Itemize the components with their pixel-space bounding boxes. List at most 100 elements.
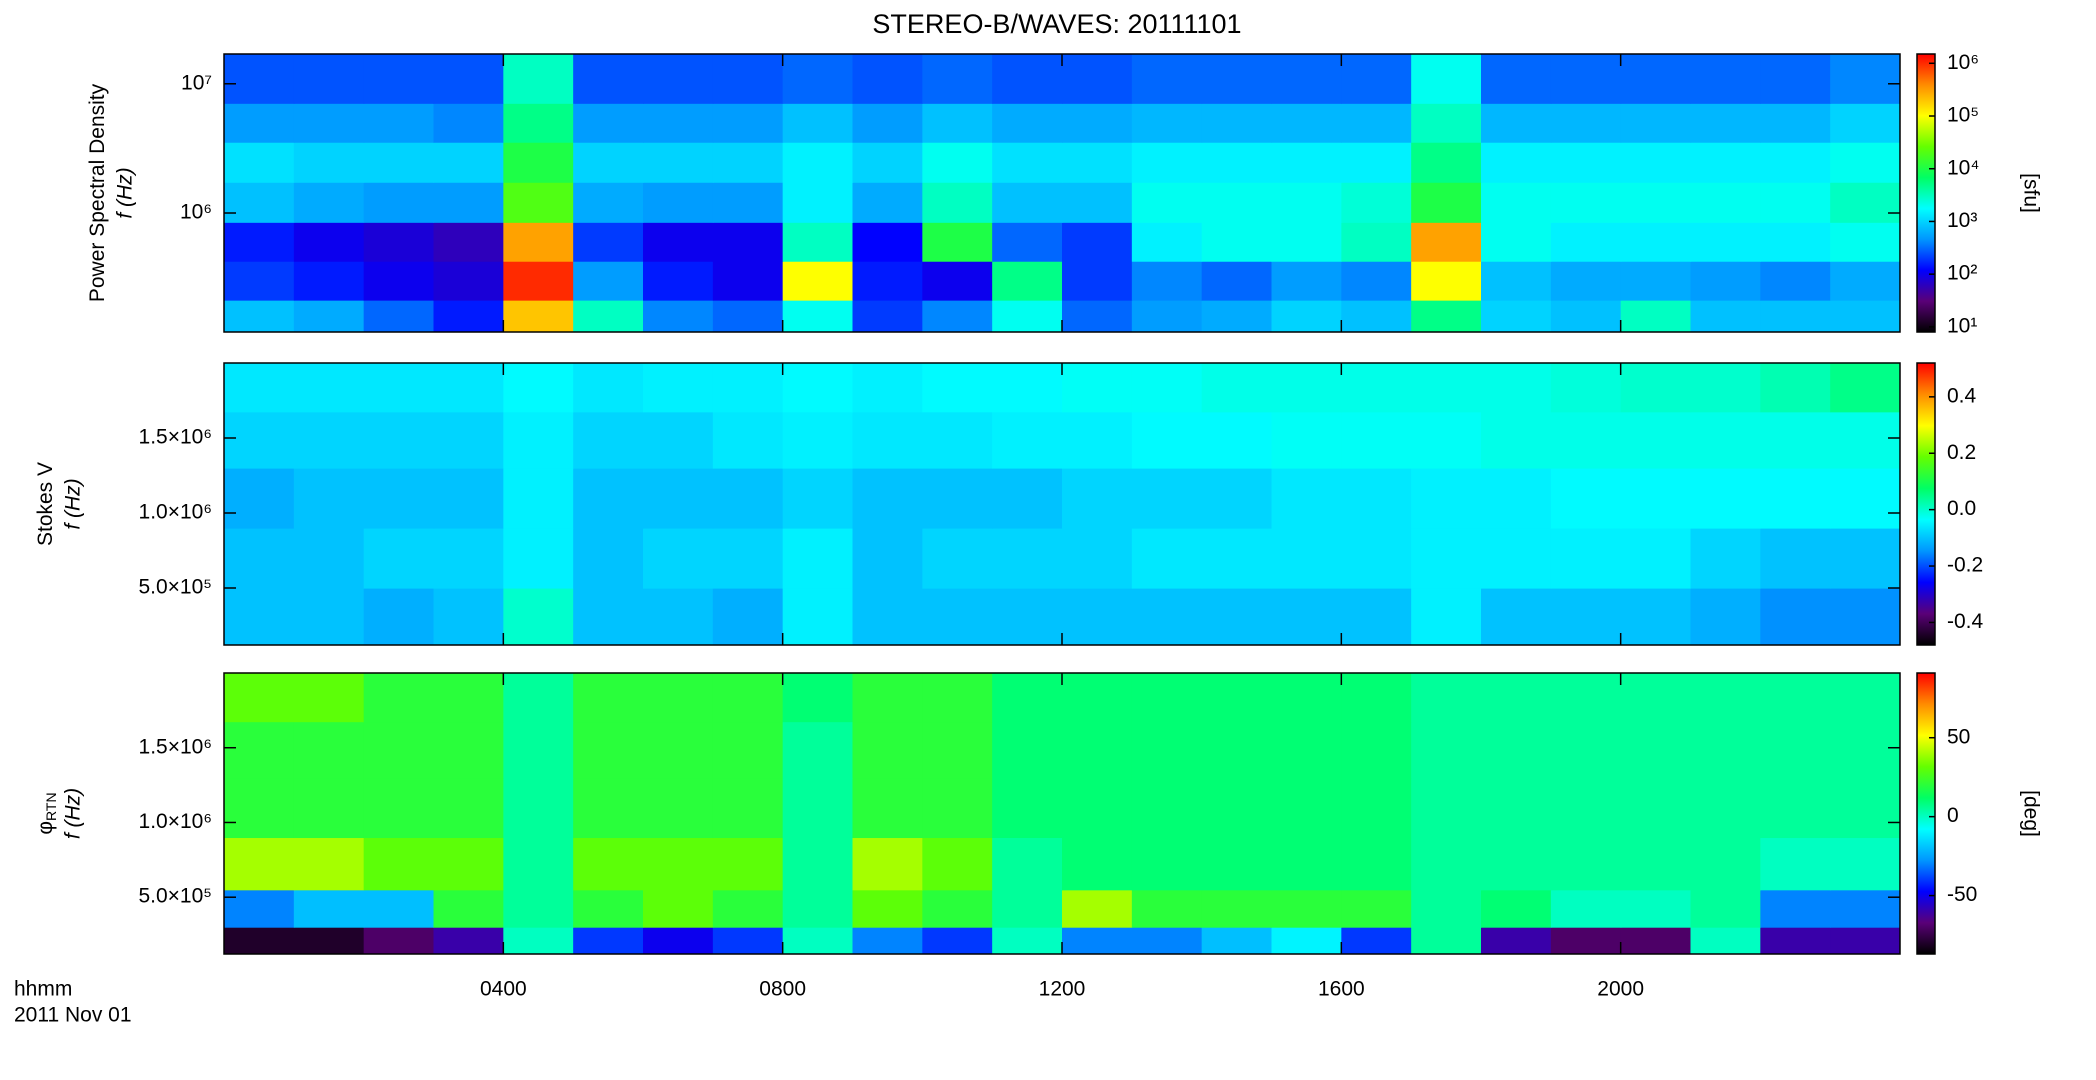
heatmap-cell [712,837,784,891]
heatmap-cell [1550,103,1622,143]
heatmap-cell [1271,182,1342,223]
heatmap-cell [1341,777,1412,839]
heatmap-cell [712,889,784,928]
heatmap-cell [1830,182,1900,223]
heatmap-cell [573,54,644,104]
heatmap-cell [1411,54,1482,104]
heatmap-cell [433,927,504,954]
heatmap-cell [992,411,1063,469]
colorbar [1916,53,1936,333]
heatmap-cell [1690,261,1761,301]
heatmap-cell [1620,721,1692,779]
heatmap-cell [224,182,295,223]
heatmap-cell [1411,777,1482,839]
heatmap-cell [1760,673,1831,723]
heatmap-cell [1341,411,1412,469]
heatmap-cell [922,777,993,839]
heatmap-cell [1760,54,1831,104]
heatmap-cell [1271,837,1342,891]
heatmap-cell [1620,222,1692,262]
heatmap-cell [1690,363,1761,413]
heatmap-cell [1760,182,1831,223]
heatmap-cell [782,528,854,589]
heatmap-cell [224,103,295,143]
heatmap-cell [1550,889,1622,928]
heatmap-cell [712,142,784,183]
heatmap-cell [363,837,435,891]
heatmap-cell [1550,142,1622,183]
heatmap-cell [573,300,644,332]
colorbar-tick-label: 0 [1947,804,1959,827]
heatmap-cell [643,300,714,332]
heatmap-cell [1271,777,1342,839]
heatmap [224,54,1900,332]
heatmap-cell [782,721,854,779]
chart-title: STEREO-B/WAVES: 20111101 [872,9,1241,39]
heatmap-cell [363,777,435,839]
heatmap-cell [293,411,365,469]
heatmap-cell [293,182,365,223]
heatmap-cell [1760,363,1831,413]
heatmap-cell [922,889,993,928]
heatmap-cell [1411,927,1482,954]
heatmap-cell [992,889,1063,928]
y-axis-label: Power Spectral Density [86,83,109,302]
y-tick-label: 5.0×10⁵ [138,576,212,599]
heatmap-cell [1690,927,1761,954]
heatmap-cell [782,777,854,839]
heatmap-cell [1481,721,1552,779]
heatmap-cell [1620,54,1692,104]
heatmap-cell [293,261,365,301]
heatmap-cell [712,363,784,413]
heatmap-cell [1411,837,1482,891]
heatmap-cell [712,261,784,301]
heatmap-cell [293,889,365,928]
heatmap-cell [1690,411,1761,469]
heatmap-cell [503,222,574,262]
heatmap-cell [712,528,784,589]
heatmap-cell [712,927,784,954]
heatmap-cell [573,222,644,262]
heatmap-cell [293,528,365,589]
heatmap-cell [1341,363,1412,413]
heatmap-cell [1062,837,1133,891]
heatmap-cell [1760,103,1831,143]
heatmap-cell [224,927,295,954]
heatmap-cell [1760,777,1831,839]
heatmap-cell [1201,411,1273,469]
heatmap-cell [852,837,923,891]
heatmap-cell [852,300,923,332]
heatmap-cell [922,103,993,143]
y-tick-label: 1.0×10⁶ [139,810,212,833]
heatmap-cell [992,182,1063,223]
heatmap-cell [224,588,295,645]
heatmap-cell [1062,721,1133,779]
heatmap-cell [852,182,923,223]
heatmap-cell [293,54,365,104]
heatmap-cell [503,468,574,529]
heatmap-cell [1062,222,1133,262]
y-tick-label: 10⁶ [180,201,212,224]
heatmap-cell [224,837,295,891]
heatmap-cell [1620,261,1692,301]
heatmap-cell [573,528,644,589]
heatmap-cell [1062,363,1133,413]
heatmap-cell [643,673,714,723]
heatmap-cell [1411,182,1482,223]
heatmap-cell [1271,261,1342,301]
heatmap-cell [363,261,435,301]
heatmap-cell [573,588,644,645]
heatmap-cell [1131,363,1203,413]
heatmap-cell [992,777,1063,839]
heatmap-cell [922,142,993,183]
heatmap-cell [643,103,714,143]
heatmap-cell [293,927,365,954]
heatmap-cell [1550,411,1622,469]
heatmap-cell [1341,300,1412,332]
y-axis-unit: f (Hz) [114,167,137,218]
colorbar [1916,672,1936,955]
heatmap-cell [503,673,574,723]
heatmap-cell [1411,673,1482,723]
heatmap-cell [1271,673,1342,723]
